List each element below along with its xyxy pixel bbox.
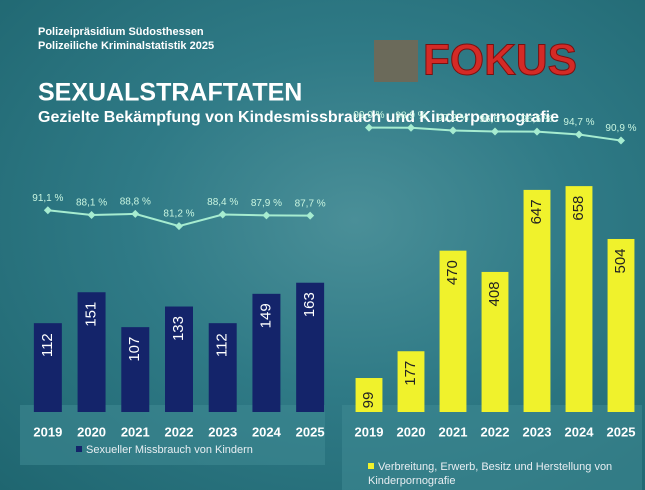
bar — [523, 189, 551, 412]
bar — [252, 293, 281, 412]
data-label: 658 — [570, 196, 587, 221]
line-point — [575, 130, 583, 139]
bar — [439, 250, 467, 412]
data-label: 91,1 % — [32, 193, 63, 204]
data-label: 504 — [612, 248, 629, 273]
bar — [121, 327, 150, 412]
line-point — [87, 211, 96, 220]
data-label: 96,5 % — [521, 114, 552, 125]
data-label: 88,4 % — [207, 197, 238, 208]
x-tick-label: 2025 — [607, 424, 636, 439]
logo: FOKUS — [423, 36, 577, 85]
data-label: 112 — [214, 333, 231, 357]
x-tick-label: 2022 — [165, 424, 194, 439]
data-label: 94,7 % — [563, 117, 594, 128]
subtitle: Gezielte Bekämpfung von Kindesmissbrauch… — [38, 109, 559, 126]
data-label: 647 — [528, 199, 545, 224]
x-tick-label: 2025 — [296, 424, 325, 439]
data-label: 149 — [257, 303, 274, 328]
legend-swatch — [368, 463, 374, 469]
report: Polizeiliche Kriminalstatistik 2025 — [38, 40, 214, 52]
bar — [397, 351, 425, 412]
line-point — [131, 209, 140, 218]
x-tick-label: 2023 — [523, 424, 552, 439]
panel-base — [342, 405, 642, 490]
data-label: 470 — [444, 260, 461, 285]
x-tick-label: 2023 — [208, 424, 237, 439]
data-label: 408 — [486, 281, 503, 306]
bar — [33, 323, 62, 412]
legend-swatch — [76, 446, 82, 452]
data-label: 99,0 % — [353, 110, 384, 121]
data-label: 87,7 % — [295, 198, 326, 209]
line-point — [218, 210, 227, 219]
line-point — [306, 211, 315, 220]
x-tick-label: 2021 — [439, 424, 468, 439]
line-point — [491, 127, 499, 136]
line-point — [407, 123, 415, 132]
data-label: 97,2 % — [437, 113, 468, 124]
bar — [481, 271, 509, 412]
bar — [208, 323, 237, 412]
data-label: 96,6 % — [479, 114, 510, 125]
bar — [565, 186, 593, 412]
data-label: 88,8 % — [120, 197, 151, 208]
org: Polizeipräsidium Südosthessen — [38, 26, 204, 38]
data-label: 88,1 % — [76, 198, 107, 209]
data-label: 81,2 % — [163, 209, 194, 220]
data-label: 151 — [83, 302, 100, 327]
legend-label: Verbreitung, Erwerb, Besitz und Herstell… — [368, 461, 613, 487]
legend-label: Sexueller Missbrauch von Kindern — [86, 444, 253, 456]
x-tick-label: 2019 — [33, 424, 62, 439]
line-point — [43, 206, 52, 215]
data-label: 98,9 % — [395, 110, 426, 121]
data-label: 133 — [170, 316, 187, 341]
x-tick-label: 2020 — [77, 424, 106, 439]
bar — [607, 238, 635, 412]
panel-base — [20, 405, 325, 465]
x-tick-label: 2020 — [397, 424, 426, 439]
line-point — [533, 127, 541, 136]
data-label: 163 — [301, 292, 318, 317]
x-tick-label: 2022 — [481, 424, 510, 439]
bar — [355, 378, 383, 412]
line-point — [365, 123, 373, 132]
title: SEXUALSTRAFTATEN — [38, 79, 302, 107]
data-label: 90,9 % — [605, 123, 636, 134]
legend: Sexueller Missbrauch von Kindern — [76, 443, 316, 457]
bar — [165, 306, 193, 412]
data-label: 87,9 % — [251, 198, 282, 209]
x-tick-label: 2024 — [252, 424, 282, 439]
logo-photo — [374, 40, 418, 82]
line-point — [175, 222, 183, 231]
line-point — [617, 136, 625, 145]
data-label: 107 — [126, 337, 143, 362]
legend: Verbreitung, Erwerb, Besitz und Herstell… — [368, 460, 638, 488]
x-tick-label: 2019 — [355, 424, 384, 439]
line-point — [262, 211, 271, 220]
bar — [296, 282, 325, 412]
data-label: 99 — [360, 392, 377, 409]
x-tick-label: 2024 — [565, 424, 595, 439]
data-label: 112 — [39, 333, 56, 357]
line-point — [449, 126, 457, 135]
data-label: 177 — [402, 361, 419, 386]
x-tick-label: 2021 — [121, 424, 150, 439]
bar — [77, 292, 106, 412]
